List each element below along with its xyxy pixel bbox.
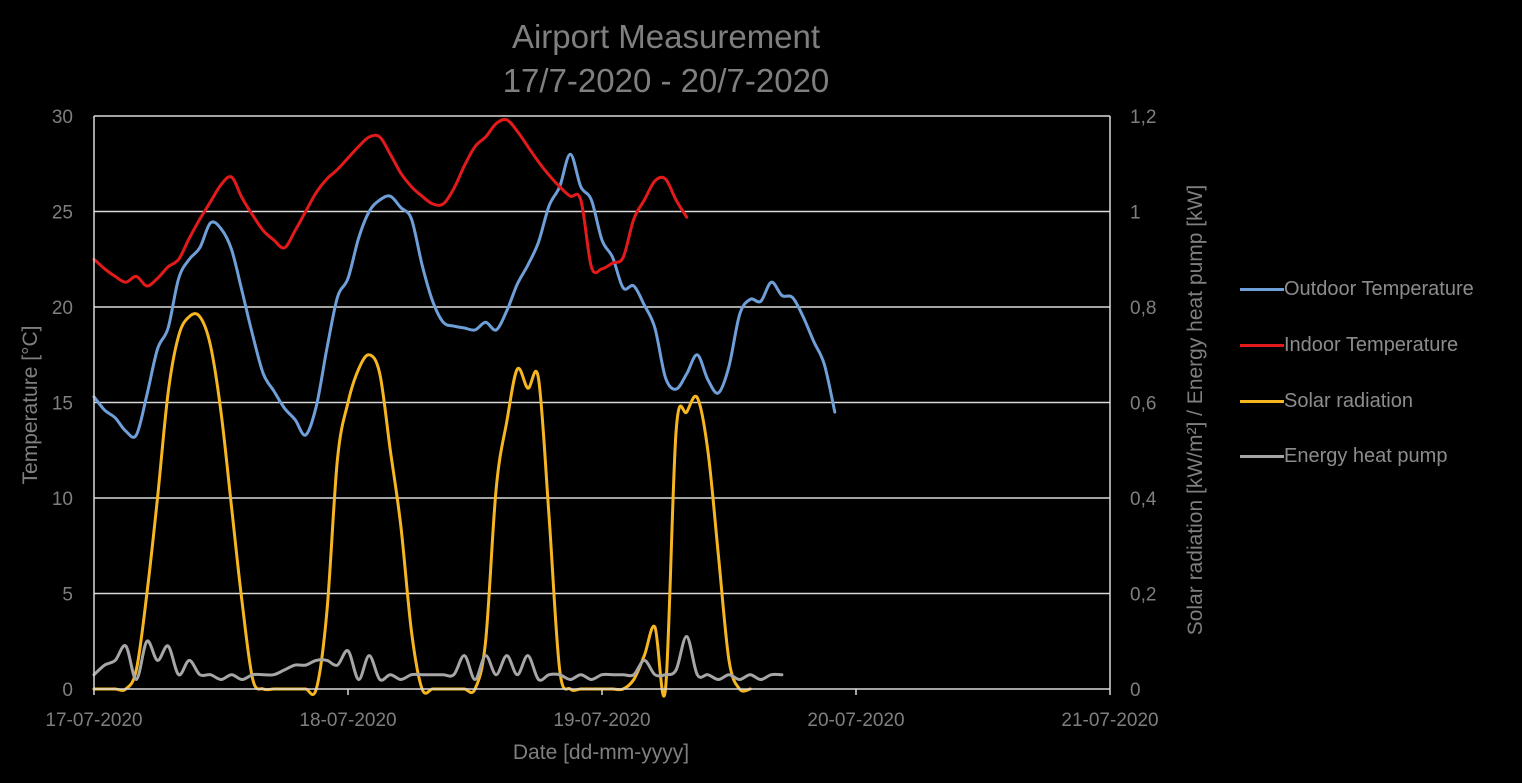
- legend-item-solar-radiation: Solar radiation: [1240, 373, 1474, 429]
- y-tick-label-left: 0: [62, 680, 73, 701]
- y-tick-label-left: 30: [52, 107, 73, 128]
- series-line-energy-heat-pump: [92, 634, 784, 682]
- y-tick-label-right: 0: [1130, 680, 1141, 701]
- x-axis-title: Date [dd-mm-yyyy]: [512, 741, 690, 764]
- y-tick-label-right: 1,2: [1130, 107, 1156, 128]
- legend-swatch-energy: [1240, 455, 1284, 459]
- x-tick-label: 17-07-2020: [45, 710, 142, 731]
- y-axis-title-left-text: Temperature [°C]: [19, 325, 42, 485]
- y-tick-label-left: 20: [52, 298, 73, 319]
- series-lines: [92, 117, 837, 698]
- chart-title-line-2: 17/7-2020 - 20/7-2020: [502, 62, 830, 99]
- x-tick-label: 20-07-2020: [807, 710, 904, 731]
- x-tick-label: 21-07-2020: [1061, 710, 1158, 731]
- series-line-indoor-temperature: [92, 117, 689, 288]
- y-tick-label-right: 1: [1130, 203, 1141, 224]
- y-tick-label-right: 0,8: [1130, 298, 1156, 319]
- legend-label: Energy heat pump: [1284, 445, 1448, 468]
- gridlines: [94, 115, 1110, 595]
- y-tick-label-right: 0,6: [1130, 394, 1156, 415]
- series-line-solar-radiation: [92, 312, 752, 698]
- legend-swatch-indoor: [1240, 344, 1284, 348]
- tick-labels: 0 0 5 0,2 10 0,4 15 0,6 20 0,8 25 1 30 1,2 17-07-2020 1…: [45, 107, 1158, 731]
- series-line-outdoor-temperature: [92, 152, 837, 439]
- legend-item-energy-heat-pump: Energy heat pump: [1240, 429, 1474, 485]
- legend-item-outdoor-temperature: Outdoor Temperature: [1240, 262, 1474, 318]
- y-tick-label-right: 0,4: [1130, 489, 1157, 510]
- legend-item-indoor-temperature: Indoor Temperature: [1240, 318, 1474, 374]
- x-tick-label: 19-07-2020: [553, 710, 650, 731]
- y-tick-label-left: 5: [62, 585, 73, 606]
- y-axis-title-right-text: Solar radiation [kW/m²] / Energy heat pu…: [1184, 184, 1207, 636]
- x-tick-label: 18-07-2020: [299, 710, 396, 731]
- y-tick-label-left: 15: [52, 394, 73, 415]
- legend: Outdoor Temperature Indoor Temperature S…: [1240, 262, 1474, 485]
- legend-label: Solar radiation: [1284, 389, 1413, 412]
- y-tick-label-left: 25: [52, 203, 73, 224]
- chart-title-line-1: Airport Measurement: [511, 18, 821, 55]
- legend-swatch-solar: [1240, 399, 1284, 403]
- y-tick-label-right: 0,2: [1130, 585, 1156, 606]
- legend-label: Indoor Temperature: [1284, 334, 1459, 357]
- legend-swatch-outdoor: [1240, 288, 1284, 292]
- axes: [93, 116, 1111, 695]
- legend-label: Outdoor Temperature: [1284, 278, 1474, 301]
- y-tick-label-left: 10: [52, 489, 73, 510]
